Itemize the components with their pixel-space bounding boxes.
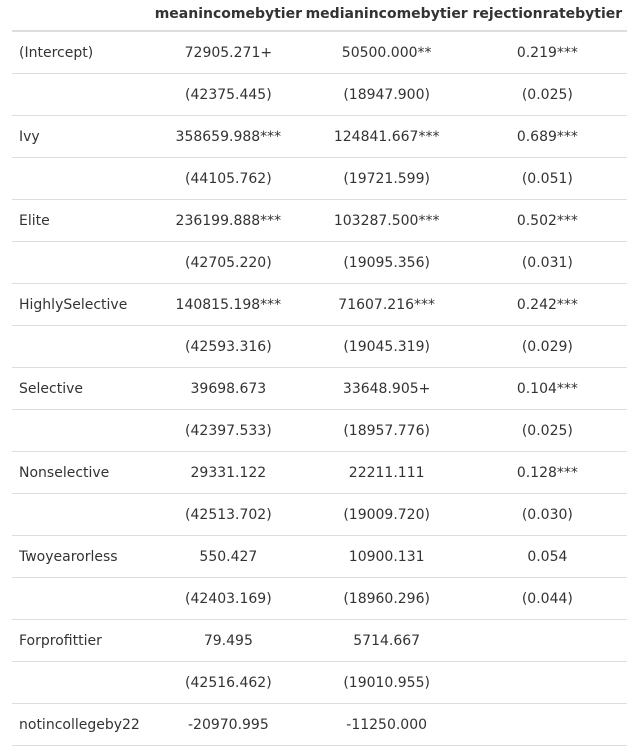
table-header: meanincomebytier medianincomebytier reje… — [12, 0, 627, 31]
cell-medianincomebytier: (18960.296) — [343, 590, 430, 607]
cell-rejectionratebytier: 0.689*** — [516, 128, 578, 145]
header-label-column — [12, 0, 151, 31]
cell-meanincomebytier: (44105.762) — [185, 170, 272, 187]
cell-meanincomebytier: 358659.988*** — [175, 128, 282, 145]
cell-meanincomebytier: (42403.169) — [185, 590, 272, 607]
cell-meanincomebytier: 140815.198*** — [175, 296, 282, 313]
cell-meanincomebytier: 39698.673 — [190, 380, 267, 397]
cell-medianincomebytier: (19045.319) — [343, 338, 430, 355]
header-medianincomebytier: medianincomebytier — [305, 5, 468, 22]
cell-medianincomebytier: (19009.720) — [343, 506, 430, 523]
cell-rejectionratebytier: 0.219*** — [516, 44, 578, 61]
cell-medianincomebytier: (18957.776) — [343, 422, 430, 439]
row-label: (Intercept) — [19, 44, 94, 61]
cell-meanincomebytier: (42593.316) — [185, 338, 272, 355]
cell-meanincomebytier: -20970.995 — [187, 716, 269, 733]
cell-meanincomebytier: 236199.888*** — [175, 212, 282, 229]
cell-medianincomebytier: 103287.500*** — [333, 212, 440, 229]
table-row: (42705.220) (19095.356) (0.031) — [12, 242, 627, 284]
row-label — [12, 578, 151, 620]
header-rejectionratebytier: rejectionratebytier — [472, 5, 623, 22]
cell-rejectionratebytier: 0.054 — [527, 548, 568, 565]
cell-medianincomebytier: 5714.667 — [353, 632, 421, 649]
row-label — [12, 494, 151, 536]
cell-medianincomebytier: (18947.900) — [343, 86, 430, 103]
cell-rejectionratebytier: 0.104*** — [516, 380, 578, 397]
cell-meanincomebytier: 79.495 — [203, 632, 253, 649]
regression-table: meanincomebytier medianincomebytier reje… — [12, 0, 627, 746]
cell-meanincomebytier: (42397.533) — [185, 422, 272, 439]
row-label: HighlySelective — [19, 296, 128, 313]
cell-rejectionratebytier: (0.044) — [521, 590, 573, 607]
cell-meanincomebytier: (42513.702) — [185, 506, 272, 523]
row-label — [12, 410, 151, 452]
cell-meanincomebytier: (42516.462) — [185, 674, 272, 691]
row-label: notincollegeby22 — [19, 716, 140, 733]
row-label: Forprofittier — [19, 632, 102, 649]
table-row: (44105.762) (19721.599) (0.051) — [12, 158, 627, 200]
cell-rejectionratebytier: 0.128*** — [516, 464, 578, 481]
cell-medianincomebytier: 50500.000** — [341, 44, 432, 61]
table-row: HighlySelective 140815.198*** 71607.216***… — [12, 284, 627, 326]
cell-medianincomebytier: -11250.000 — [346, 716, 428, 733]
row-label — [12, 326, 151, 368]
cell-rejectionratebytier: (0.025) — [521, 86, 573, 103]
cell-rejectionratebytier: (0.025) — [521, 422, 573, 439]
row-label: Elite — [19, 212, 50, 229]
cell-rejectionratebytier: (0.029) — [521, 338, 573, 355]
cell-medianincomebytier: 71607.216*** — [338, 296, 436, 313]
cell-rejectionratebytier — [468, 620, 627, 662]
row-label — [12, 662, 151, 704]
table-row: (Intercept) 72905.271+ 50500.000** 0.219*** — [12, 31, 627, 74]
table-row: Forprofittier 79.495 5714.667 — [12, 620, 627, 662]
table-row: (42397.533) (18957.776) (0.025) — [12, 410, 627, 452]
row-label — [12, 242, 151, 284]
cell-rejectionratebytier — [468, 704, 627, 746]
cell-meanincomebytier: (42705.220) — [185, 254, 272, 271]
table-row: (42375.445) (18947.900) (0.025) — [12, 74, 627, 116]
row-label: Twoyearorless — [19, 548, 118, 565]
table-row: (42516.462) (19010.955) — [12, 662, 627, 704]
cell-medianincomebytier: (19010.955) — [343, 674, 430, 691]
table-row: Selective 39698.673 33648.905+ 0.104*** — [12, 368, 627, 410]
row-label — [12, 74, 151, 116]
cell-medianincomebytier: (19095.356) — [343, 254, 430, 271]
cell-meanincomebytier: (42375.445) — [185, 86, 272, 103]
table-row: Nonselective 29331.122 22211.111 0.128*** — [12, 452, 627, 494]
table-row: (42593.316) (19045.319) (0.029) — [12, 326, 627, 368]
table-row: (42403.169) (18960.296) (0.044) — [12, 578, 627, 620]
row-label: Ivy — [19, 128, 40, 145]
cell-medianincomebytier: 22211.111 — [348, 464, 425, 481]
header-row: meanincomebytier medianincomebytier reje… — [12, 0, 627, 31]
row-label — [12, 158, 151, 200]
table-row: (42513.702) (19009.720) (0.030) — [12, 494, 627, 536]
row-label: Selective — [19, 380, 83, 397]
table-row: Ivy 358659.988*** 124841.667*** 0.689*** — [12, 116, 627, 158]
cell-medianincomebytier: 124841.667*** — [333, 128, 440, 145]
cell-rejectionratebytier — [468, 662, 627, 704]
cell-medianincomebytier: (19721.599) — [343, 170, 430, 187]
cell-meanincomebytier: 29331.122 — [190, 464, 267, 481]
table-body: (Intercept) 72905.271+ 50500.000** 0.219***… — [12, 31, 627, 746]
cell-meanincomebytier: 72905.271+ — [184, 44, 273, 61]
cell-rejectionratebytier: (0.051) — [521, 170, 573, 187]
cell-rejectionratebytier: (0.031) — [521, 254, 573, 271]
table-row: Twoyearorless 550.427 10900.131 0.054 — [12, 536, 627, 578]
cell-rejectionratebytier: 0.502*** — [516, 212, 578, 229]
cell-rejectionratebytier: (0.030) — [521, 506, 573, 523]
cell-rejectionratebytier: 0.242*** — [516, 296, 578, 313]
header-meanincomebytier: meanincomebytier — [154, 5, 303, 22]
cell-meanincomebytier: 550.427 — [199, 548, 258, 565]
row-label: Nonselective — [19, 464, 110, 481]
table-row: notincollegeby22 -20970.995 -11250.000 — [12, 704, 627, 746]
cell-medianincomebytier: 33648.905+ — [342, 380, 431, 397]
table-row: Elite 236199.888*** 103287.500*** 0.502*** — [12, 200, 627, 242]
cell-medianincomebytier: 10900.131 — [348, 548, 425, 565]
